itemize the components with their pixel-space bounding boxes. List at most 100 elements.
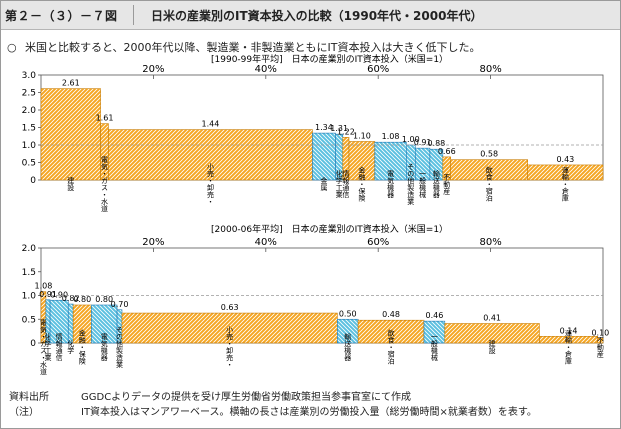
bar-value-label: 0.82	[62, 294, 80, 303]
note-row: （注） IT資本投入はマンアワーベース。横軸の長さは産業別の労働投入量（総労働時間…	[9, 405, 537, 420]
bar-category-label: 飲食・宿泊	[485, 166, 493, 203]
bar-value-label: 1.34	[315, 123, 333, 132]
bar-value-label: 0.41	[483, 314, 501, 323]
source-label: 資料出所	[9, 392, 49, 403]
bar-value-label: 1.44	[202, 120, 220, 129]
y-tick-label: 1.0	[22, 292, 37, 302]
bar-value-label: 1.10	[353, 132, 371, 141]
bar-value-label: 0.70	[111, 300, 129, 309]
bar-category-label: 化学工業	[335, 169, 343, 199]
bar-value-label: 0.50	[339, 309, 357, 318]
note-label: （注）	[9, 407, 39, 418]
note-text: IT資本投入はマンアワーベース。横軸の長さは産業別の労働投入量（総労働時間×就業…	[81, 407, 537, 418]
bar-category-label: 情報通信	[55, 332, 63, 362]
bar-8	[374, 141, 407, 181]
source-row: 資料出所 GGDCよりデータの提供を受け厚生労働省労働政策担当参事官室にて作成	[9, 390, 537, 405]
bar-category-label: 運輸・倉庫	[565, 329, 573, 366]
x-tick-label: 20%	[142, 64, 164, 75]
bar-3	[108, 129, 313, 181]
bar-12	[444, 323, 540, 344]
lead-text: ○ 米国と比較すると、2000年代以降、製造業・非製造業ともにIT資本投入は大きく…	[7, 39, 481, 55]
y-tick-label: 0	[30, 339, 36, 349]
lead-sentence: 米国と比較すると、2000年代以降、製造業・非製造業ともにIT資本投入は大きく低…	[25, 41, 481, 54]
y-tick-label: 0.5	[22, 159, 36, 169]
y-tick-label: 2.5	[22, 89, 36, 99]
chart-title: [2000-06年平均] 日本の産業別のIT資本投入（米国=1）	[211, 223, 448, 235]
bar-category-label: 不動産	[443, 174, 451, 196]
chart-1990s-svg: [1990-99年平均] 日本の産業別のIT資本投入（米国=1） 0 0.5 1.0 1…	[22, 53, 604, 213]
bar-value-label: 1.00	[402, 135, 420, 144]
bar-category-label: 建設	[488, 339, 496, 355]
x-tick-label: 80%	[479, 237, 501, 248]
bar-value-label: 2.61	[62, 79, 80, 88]
bar-category-label: 不動産	[596, 337, 604, 359]
bar-value-label: 0.48	[382, 310, 400, 319]
bar-value-label: 1.08	[382, 132, 400, 141]
bar-value-label: 0.58	[480, 150, 498, 159]
bar-4	[67, 303, 74, 344]
y-tick-label: 0	[30, 176, 36, 186]
y-tick-label: 1.5	[22, 268, 36, 278]
bar-1	[40, 88, 101, 181]
bar-category-label: 運輸・倉庫	[561, 166, 569, 203]
bar-category-label: その他製造業	[407, 163, 415, 206]
x-tick-label: 40%	[255, 64, 277, 75]
bar-value-label: 0.43	[556, 155, 574, 164]
bar-value-label: 0.10	[591, 328, 609, 337]
bar-category-label: 一般機械	[419, 170, 427, 199]
bar-category-label: 輸送機器	[432, 169, 440, 199]
bar-category-label: 金融・保険	[78, 329, 86, 366]
chart-title: [1990-99年平均] 日本の産業別のIT資本投入（米国=1）	[211, 53, 448, 65]
bar-category-label: 化学工業	[44, 332, 52, 362]
x-tick-label: 60%	[367, 237, 389, 248]
bar-category-label: 情報通信	[342, 169, 350, 199]
bar-category-label: 金属	[320, 176, 328, 192]
bar-category-label: 一般機械	[430, 333, 438, 362]
figure-number: 第２－（３）－７図	[5, 9, 118, 23]
bar-value-label: 0.91	[414, 138, 432, 147]
notes: 資料出所 GGDCよりデータの提供を受け厚生労働省労働政策担当参事官室にて作成 （…	[9, 390, 537, 420]
bar-value-label: 1.61	[96, 114, 114, 123]
bar-category-label: 小売・卸売・	[226, 325, 234, 368]
bar-category-label: 電気・ガス・水道	[101, 156, 109, 213]
x-tick-label: 60%	[367, 64, 389, 75]
bar-14	[597, 337, 604, 344]
y-tick-label: 3.0	[22, 71, 37, 81]
bar-category-label: 電気・ガス・水道	[39, 319, 47, 376]
bar-value-label: 0.90	[50, 290, 68, 299]
bar-category-label: 金融・保険	[358, 166, 366, 203]
figure-title: 日米の産業別のIT資本投入の比較（1990年代・2000年代）	[151, 9, 483, 23]
x-tick-label: 80%	[479, 64, 501, 75]
chart-2000s-svg: [2000-06年平均] 日本の産業別のIT資本投入（米国=1）00.51.01…	[22, 223, 610, 376]
bar-value-label: 0.63	[221, 303, 239, 312]
bar-category-label: 化学	[67, 339, 75, 354]
y-tick-label: 0.5	[22, 315, 36, 325]
y-tick-label: 2.0	[22, 244, 37, 254]
bar-value-label: 0.91	[39, 290, 57, 299]
bar-7	[348, 141, 376, 181]
bar-value-label: 1.22	[337, 127, 355, 136]
figure-header: 第２－（３）－７図 日米の産業別のIT資本投入の比較（1990年代・2000年代…	[1, 1, 620, 30]
circle-bullet-icon: ○	[7, 41, 17, 54]
bar-8	[121, 312, 338, 344]
bar-category-label: 電気機器	[100, 333, 108, 362]
x-tick-label: 20%	[142, 237, 164, 248]
bar-value-label: 0.80	[95, 295, 113, 304]
y-tick-label: 2.0	[22, 106, 37, 116]
bar-value-label: 1.08	[35, 282, 53, 291]
y-tick-label: 1.5	[22, 124, 36, 134]
bar-value-label: 0.66	[438, 147, 456, 156]
chart-2000s: [2000-06年平均] 日本の産業別のIT資本投入（米国=1） 0 0.5 1.0 1…	[1, 223, 621, 385]
bar-6	[91, 304, 118, 344]
header-divider	[133, 5, 134, 25]
bar-value-label: 1.31	[330, 124, 348, 133]
bar-category-label: 輸送機器	[344, 332, 352, 362]
bar-category-label: 電気機器	[387, 170, 395, 199]
y-tick-label: 1.0	[22, 141, 37, 151]
bar-4	[312, 132, 336, 181]
bar-category-label: その他製造業	[116, 326, 124, 369]
x-tick-label: 40%	[255, 237, 277, 248]
bar-category-label: 建設	[67, 176, 75, 192]
bar-category-label: 小売・卸売・	[206, 162, 214, 205]
